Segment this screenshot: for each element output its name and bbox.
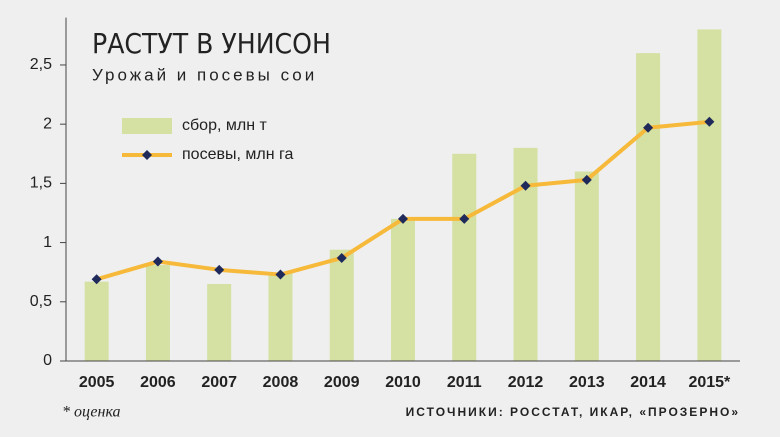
marker xyxy=(91,274,102,285)
x-tick-label: 2007 xyxy=(201,374,237,391)
y-tick-label: 0 xyxy=(43,352,52,369)
x-tick-label: 2013 xyxy=(569,374,605,391)
legend-label: посевы, млн га xyxy=(182,146,293,163)
bar xyxy=(513,147,538,361)
marker xyxy=(520,180,531,191)
y-tick-label: 0,5 xyxy=(30,293,52,310)
bar xyxy=(391,218,415,361)
y-tick-label: 1,5 xyxy=(30,175,52,192)
bar xyxy=(207,284,232,361)
bar xyxy=(84,281,109,361)
bar xyxy=(329,249,354,361)
legend-swatch xyxy=(122,118,172,134)
x-tick-label: 2012 xyxy=(508,374,544,391)
marker xyxy=(459,213,470,224)
x-tick-label: 2008 xyxy=(263,374,299,391)
bar xyxy=(268,273,293,361)
x-tick-label: 2006 xyxy=(140,374,176,391)
x-tick-label: 2011 xyxy=(447,374,482,391)
x-tick-label: 2015* xyxy=(688,374,731,391)
bar xyxy=(697,29,722,362)
y-tick-label: 2,5 xyxy=(30,56,52,73)
marker xyxy=(643,122,654,133)
chart-title: РАСТУТ В УНИСОН xyxy=(92,27,331,60)
bar xyxy=(145,265,170,361)
y-tick-label: 1 xyxy=(43,234,52,251)
x-tick-label: 2010 xyxy=(385,374,421,391)
x-tick-label: 2009 xyxy=(324,374,360,391)
marker xyxy=(214,264,225,275)
legend-marker xyxy=(142,150,152,160)
footnote: * оценка xyxy=(62,404,121,421)
marker xyxy=(581,174,592,185)
bar xyxy=(574,171,599,361)
marker xyxy=(336,252,347,263)
marker xyxy=(704,116,715,127)
x-tick-label: 2005 xyxy=(79,374,115,391)
bar xyxy=(636,53,661,361)
x-tick-label: 2014 xyxy=(630,374,666,391)
chart-subtitle: Урожай и посевы сои xyxy=(92,65,317,84)
bar xyxy=(452,153,477,361)
source: ИСТОЧНИКИ: РОССТАТ, ИКАР, «ПРОЗЕРНО» xyxy=(406,405,740,419)
marker xyxy=(275,269,286,280)
marker xyxy=(152,256,163,267)
legend-label: сбор, млн т xyxy=(182,117,267,134)
marker xyxy=(398,213,408,224)
y-tick-label: 2 xyxy=(43,115,52,132)
